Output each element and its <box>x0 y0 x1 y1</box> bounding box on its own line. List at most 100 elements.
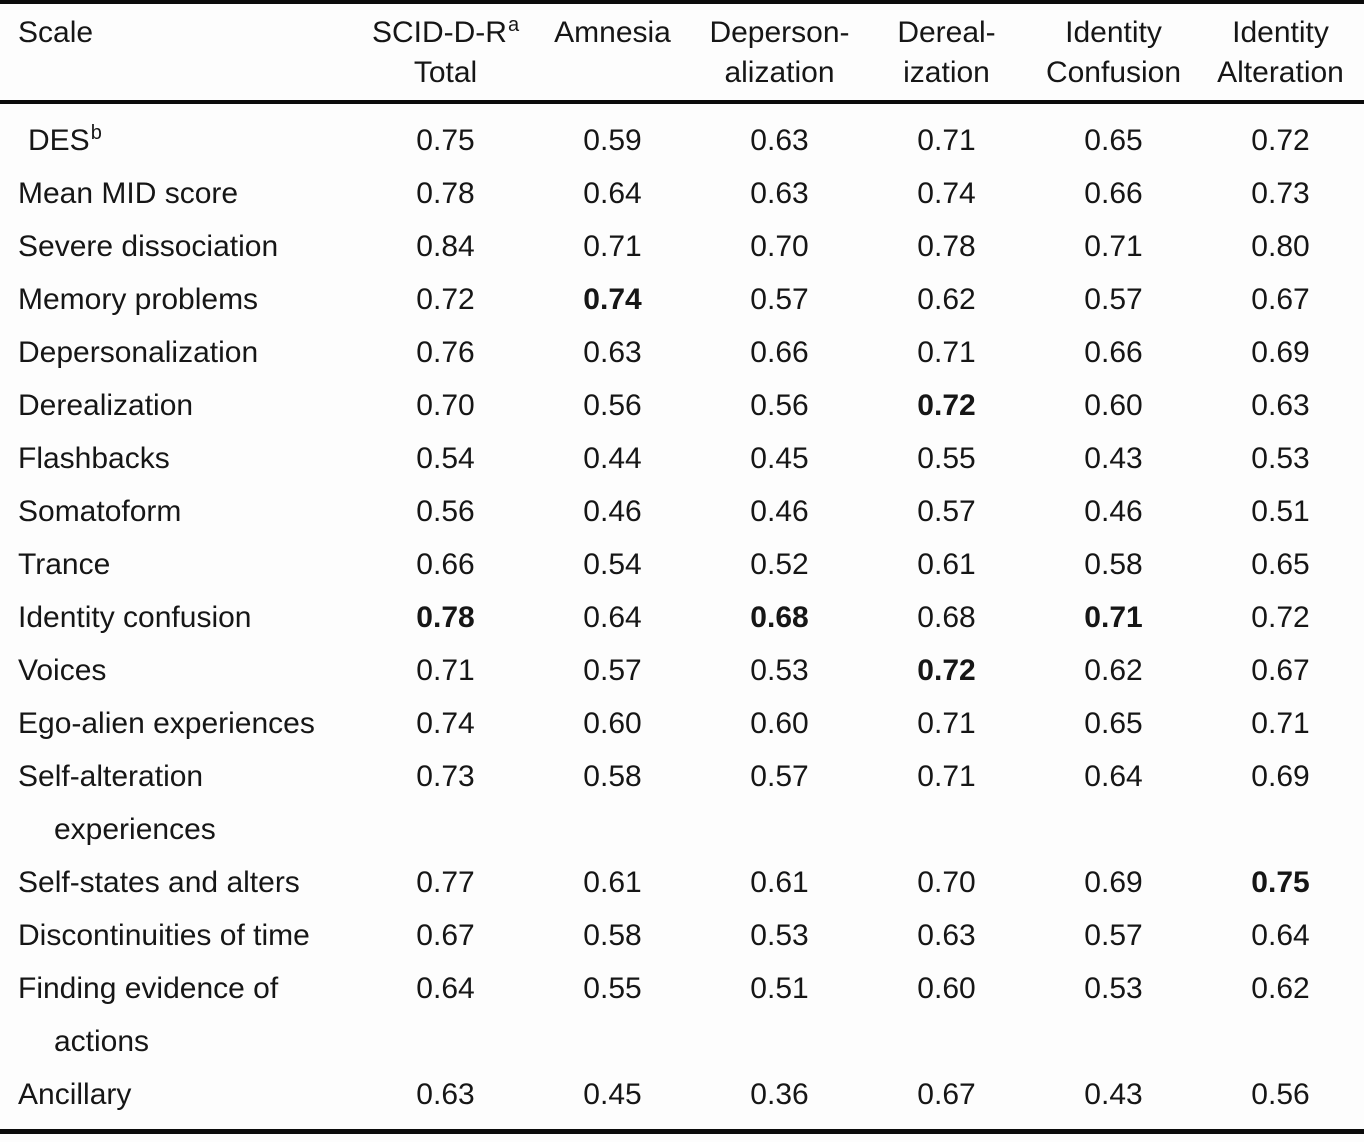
footnote-marker-a: a <box>507 14 520 36</box>
row-label-cell: Mean MID score <box>0 167 362 220</box>
value-cell: 0.63 <box>1251 389 1310 422</box>
value-cell: 0.57 <box>1084 919 1143 952</box>
value-cell: 0.62 <box>1084 654 1143 687</box>
row-label-cell: Identity confusion <box>0 591 362 644</box>
value-cell: 0.71 <box>917 707 976 740</box>
column-header-depersonalization: Deperson- alization <box>696 2 863 102</box>
row-label: Derealization <box>18 379 362 432</box>
value-cell: 0.63 <box>583 336 642 369</box>
value-cell: 0.57 <box>583 654 642 687</box>
value-cell: 0.70 <box>416 389 475 422</box>
value-cell: 0.46 <box>583 495 642 528</box>
value-cell: 0.71 <box>583 230 642 263</box>
row-label-text: Ancillary <box>18 1078 132 1111</box>
value-cell: 0.51 <box>1251 495 1310 528</box>
column-header-label: SCID-D-Ra <box>362 13 529 53</box>
column-header-text: Deperson- <box>709 16 850 49</box>
value-cell: 0.69 <box>1084 866 1143 899</box>
table-row: Self-alteration experiences 0.73 0.58 0.… <box>0 750 1364 856</box>
value-cell: 0.56 <box>1251 1078 1310 1111</box>
row-label-text: Identity confusion <box>18 601 252 634</box>
table-row: Depersonalization 0.76 0.63 0.66 0.71 0.… <box>0 326 1364 379</box>
table-row: Identity confusion 0.78 0.64 0.68 0.68 0… <box>0 591 1364 644</box>
value-cell: 0.70 <box>750 230 809 263</box>
value-cell: 0.62 <box>1251 972 1310 1005</box>
value-cell: 0.77 <box>416 866 475 899</box>
value-cell: 0.71 <box>1084 230 1143 263</box>
value-cell: 0.54 <box>416 442 475 475</box>
value-cell: 0.69 <box>1251 336 1310 369</box>
column-header-label-line2: Confusion <box>1045 56 1182 89</box>
value-cell: 0.65 <box>1084 707 1143 740</box>
row-label: Self-states and alters <box>18 856 362 909</box>
column-header-label-line2: Total <box>413 56 478 89</box>
value-cell: 0.58 <box>583 919 642 952</box>
value-cell: 0.73 <box>416 760 475 793</box>
row-label-cell: Somatoform <box>0 485 362 538</box>
value-cell: 0.60 <box>750 707 809 740</box>
row-label: Mean MID score <box>18 167 362 220</box>
value-cell: 0.60 <box>583 707 642 740</box>
row-label-text: Voices <box>18 654 107 687</box>
column-header-label-line2: alization <box>724 56 835 89</box>
row-label: DESb <box>28 114 362 167</box>
value-cell: 0.63 <box>750 124 809 157</box>
column-header-label: Identity <box>1197 13 1364 53</box>
row-label-cell: Flashbacks <box>0 432 362 485</box>
value-cell: 0.64 <box>416 972 475 1005</box>
value-cell: 0.76 <box>416 336 475 369</box>
row-label-text: Self-states and alters <box>18 866 300 899</box>
row-label: Depersonalization <box>18 326 362 379</box>
column-header-text: Dereal- <box>897 16 996 49</box>
value-cell: 0.45 <box>750 442 809 475</box>
row-label-cell: Discontinuities of time <box>0 909 362 962</box>
row-label-cell: Voices <box>0 644 362 697</box>
value-cell: 0.75 <box>1251 866 1310 899</box>
value-cell: 0.60 <box>1084 389 1143 422</box>
value-cell: 0.57 <box>750 760 809 793</box>
value-cell: 0.53 <box>750 919 809 952</box>
column-header-scale: Scale <box>0 2 362 102</box>
row-label-text: DES <box>28 124 90 157</box>
value-cell: 0.74 <box>416 707 475 740</box>
table-row: Somatoform 0.56 0.46 0.46 0.57 0.46 0.51 <box>0 485 1364 538</box>
table-header: Scale SCID-D-Ra Total Amnesia Deperson- … <box>0 2 1364 102</box>
table-row: Memory problems 0.72 0.74 0.57 0.62 0.57… <box>0 273 1364 326</box>
column-header-label: Scale <box>18 16 94 49</box>
value-cell: 0.80 <box>1251 230 1310 263</box>
value-cell: 0.71 <box>416 654 475 687</box>
row-label: Finding evidence of <box>18 962 362 1015</box>
row-label-cell: Ancillary <box>0 1068 362 1132</box>
value-cell: 0.66 <box>1084 336 1143 369</box>
value-cell: 0.72 <box>1251 601 1310 634</box>
column-header-derealization: Dereal- ization <box>863 2 1030 102</box>
value-cell: 0.64 <box>583 601 642 634</box>
row-label-cell: Derealization <box>0 379 362 432</box>
row-label-cell: Ego-alien experiences <box>0 697 362 750</box>
row-label: Severe dissociation <box>18 220 362 273</box>
value-cell: 0.71 <box>917 760 976 793</box>
table-row: Voices 0.71 0.57 0.53 0.72 0.62 0.67 <box>0 644 1364 697</box>
row-label: Self-alteration <box>18 750 362 803</box>
value-cell: 0.57 <box>750 283 809 316</box>
column-header-amnesia: Amnesia <box>529 2 696 102</box>
row-label-cell: Depersonalization <box>0 326 362 379</box>
value-cell: 0.67 <box>1251 283 1310 316</box>
value-cell: 0.61 <box>583 866 642 899</box>
value-cell: 0.64 <box>1251 919 1310 952</box>
table-body: DESb 0.75 0.59 0.63 0.71 0.65 0.72 Mean … <box>0 102 1364 1132</box>
table-row: Severe dissociation 0.84 0.71 0.70 0.78 … <box>0 220 1364 273</box>
value-cell: 0.56 <box>750 389 809 422</box>
value-cell: 0.53 <box>1251 442 1310 475</box>
value-cell: 0.46 <box>1084 495 1143 528</box>
value-cell: 0.71 <box>1084 601 1143 634</box>
value-cell: 0.74 <box>917 177 976 210</box>
row-label-text: Discontinuities of time <box>18 919 310 952</box>
value-cell: 0.55 <box>917 442 976 475</box>
value-cell: 0.57 <box>1084 283 1143 316</box>
column-header-label: Deperson- <box>696 13 863 53</box>
table-row: Trance 0.66 0.54 0.52 0.61 0.58 0.65 <box>0 538 1364 591</box>
row-label: Memory problems <box>18 273 362 326</box>
value-cell: 0.44 <box>583 442 642 475</box>
row-label-text: Depersonalization <box>18 336 259 369</box>
